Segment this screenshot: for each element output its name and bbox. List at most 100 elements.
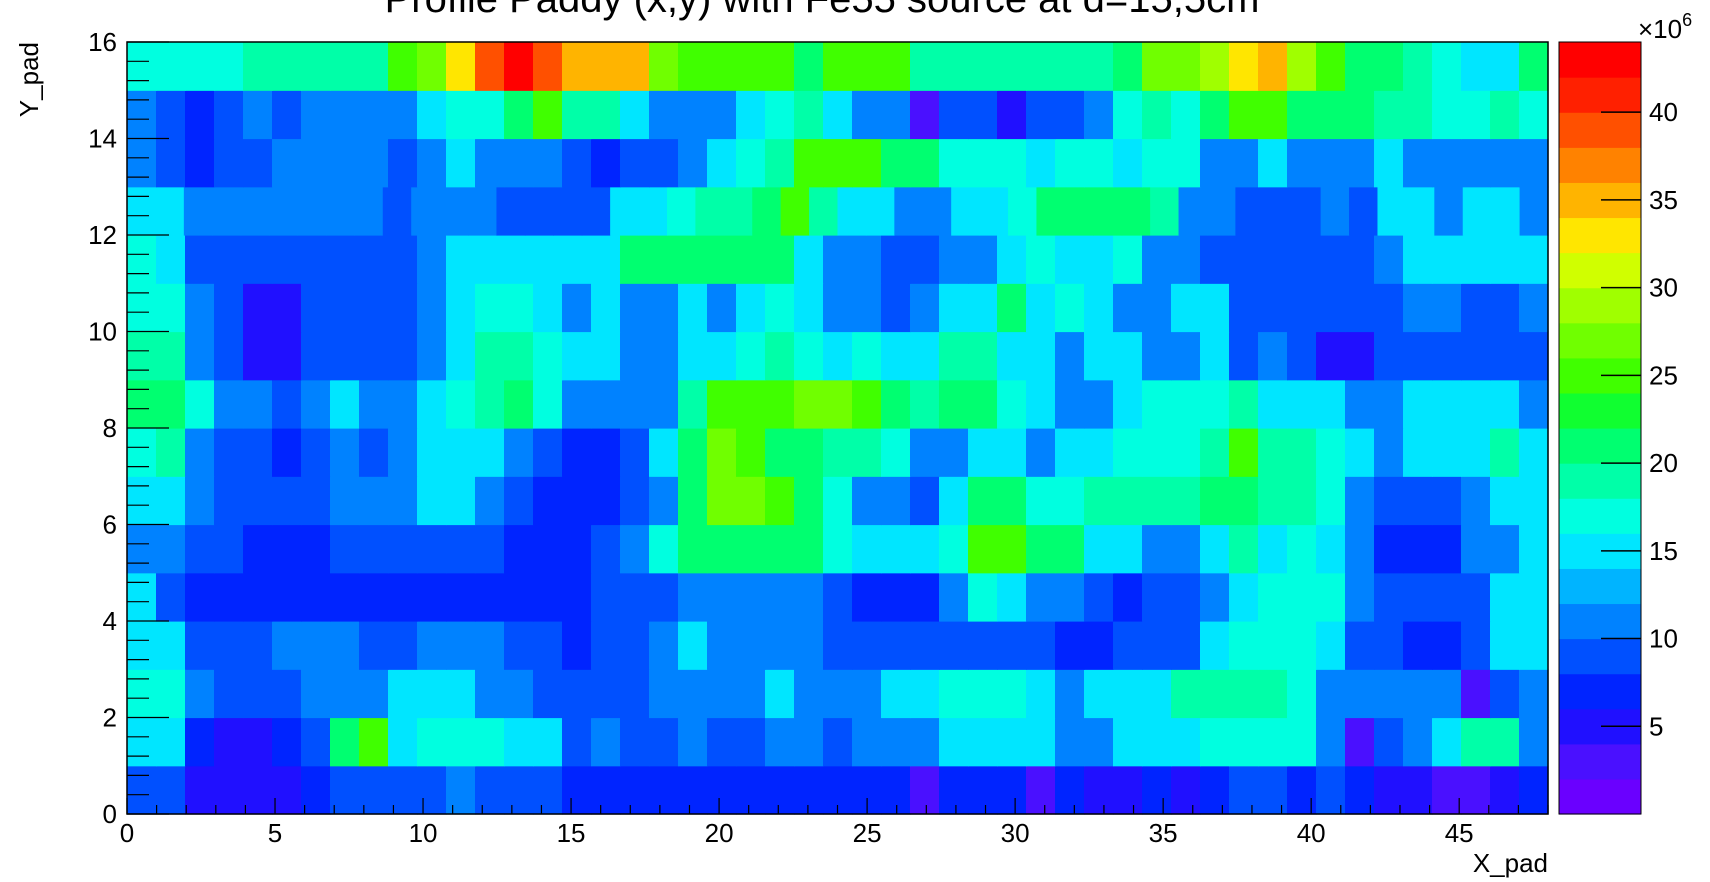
heatmap-cell (446, 765, 476, 815)
heatmap-cell (1490, 428, 1520, 477)
heatmap-cell (388, 572, 418, 622)
heatmap-cell (301, 379, 331, 429)
heatmap-cell (1316, 283, 1346, 333)
heatmap-cell (620, 428, 650, 477)
heatmap-cell (736, 669, 766, 719)
heatmap-cell (388, 476, 418, 526)
heatmap-cell (881, 90, 911, 140)
colorbar-segment (1559, 638, 1641, 675)
heatmap-cell (707, 138, 737, 188)
heatmap-cell (533, 90, 563, 140)
heatmap-cell (736, 138, 766, 188)
heatmap-cell (736, 42, 766, 91)
heatmap-cell (852, 621, 882, 670)
heatmap-cell (1113, 379, 1143, 429)
heatmap-cell (1200, 235, 1230, 284)
heatmap-cell (475, 428, 505, 477)
heatmap-cell (1432, 42, 1462, 91)
x-tick-label: 25 (853, 818, 882, 848)
heatmap-cell (852, 428, 882, 477)
heatmap-cell (243, 476, 273, 526)
heatmap-cell (1345, 572, 1375, 622)
heatmap-cell (591, 42, 621, 91)
heatmap-cell (446, 42, 476, 91)
heatmap-cell (852, 138, 882, 188)
heatmap-cell (1349, 186, 1379, 236)
heatmap-cell (388, 42, 418, 91)
colorbar-segment (1559, 147, 1641, 183)
heatmap-cell (1142, 331, 1172, 381)
heatmap-cell (1142, 765, 1172, 815)
heatmap-cell (1084, 621, 1114, 670)
colorbar-frame (1558, 41, 1642, 815)
heatmap-cell (997, 235, 1027, 284)
y-tick-label: 8 (103, 413, 117, 443)
heatmap-cell (156, 331, 186, 381)
heatmap-cell (1345, 476, 1375, 526)
heatmap-cell (910, 428, 940, 477)
colorbar-exponent: ×106 (1638, 10, 1692, 44)
y-tick-label: 14 (88, 124, 117, 154)
heatmap-cell (649, 331, 679, 381)
heatmap-cell (533, 331, 563, 381)
heatmap-cell (330, 765, 360, 815)
heatmap-cell (1316, 428, 1346, 477)
heatmap-cell (533, 476, 563, 526)
heatmap-cell (1316, 235, 1346, 284)
heatmap-cell (695, 186, 725, 236)
heatmap-cell (1461, 379, 1491, 429)
x-tick-label: 0 (120, 818, 134, 848)
heatmap-cell (214, 669, 244, 719)
heatmap-cell (504, 428, 534, 477)
heatmap-cell (475, 138, 505, 188)
heatmap-cell (1461, 765, 1491, 815)
heatmap-cell (446, 138, 476, 188)
heatmap-cell (707, 476, 737, 526)
heatmap-cell (765, 428, 795, 477)
heatmap-cell (922, 186, 952, 236)
heatmap-cell (301, 235, 331, 284)
heatmap-cell (1345, 283, 1375, 333)
heatmap-cell (475, 476, 505, 526)
heatmap-cell (1432, 765, 1462, 815)
y-tick-label: 16 (88, 27, 117, 57)
heatmap-cell (1316, 379, 1346, 429)
heatmap-cell (1316, 90, 1346, 140)
heatmap-cell (1403, 42, 1433, 91)
heatmap-cell (533, 669, 563, 719)
heatmap-cell (1229, 717, 1259, 767)
heatmap-cell (214, 235, 244, 284)
chart-title: Profile Paddy (x,y) with Fe55 source at … (385, 0, 1260, 21)
heatmap-cell (794, 717, 824, 767)
heatmap-cell (1229, 379, 1259, 429)
heatmap-cell (591, 331, 621, 381)
heatmap-cell (765, 283, 795, 333)
heatmap-cell (1432, 90, 1462, 140)
heatmap-cell (562, 476, 592, 526)
heatmap-cell (997, 572, 1027, 622)
heatmap-cell (156, 524, 186, 574)
heatmap-cell (185, 42, 215, 91)
heatmap-cell (156, 379, 186, 429)
heatmap-cell (997, 621, 1027, 670)
heatmap-cell (1287, 621, 1317, 670)
heatmap-cell (1200, 669, 1230, 719)
heatmap-cell (1287, 90, 1317, 140)
heatmap-cell (881, 428, 911, 477)
heatmap-cell (446, 669, 476, 719)
heatmap-cell (475, 572, 505, 622)
heatmap-cell (359, 621, 389, 670)
heatmap-cell (794, 331, 824, 381)
heatmap-cell (1064, 186, 1094, 236)
heatmap-cell (183, 186, 213, 236)
heatmap-cell (1026, 428, 1056, 477)
heatmap-cell (1026, 765, 1056, 815)
heatmap-cell (1287, 235, 1317, 284)
heatmap-cell (1434, 186, 1464, 236)
heatmap-cell (475, 283, 505, 333)
heatmap-cell (591, 669, 621, 719)
heatmap-cell (446, 572, 476, 622)
heatmap-cell (649, 621, 679, 670)
heatmap-cell (1287, 331, 1317, 381)
heatmap-cell (707, 765, 737, 815)
